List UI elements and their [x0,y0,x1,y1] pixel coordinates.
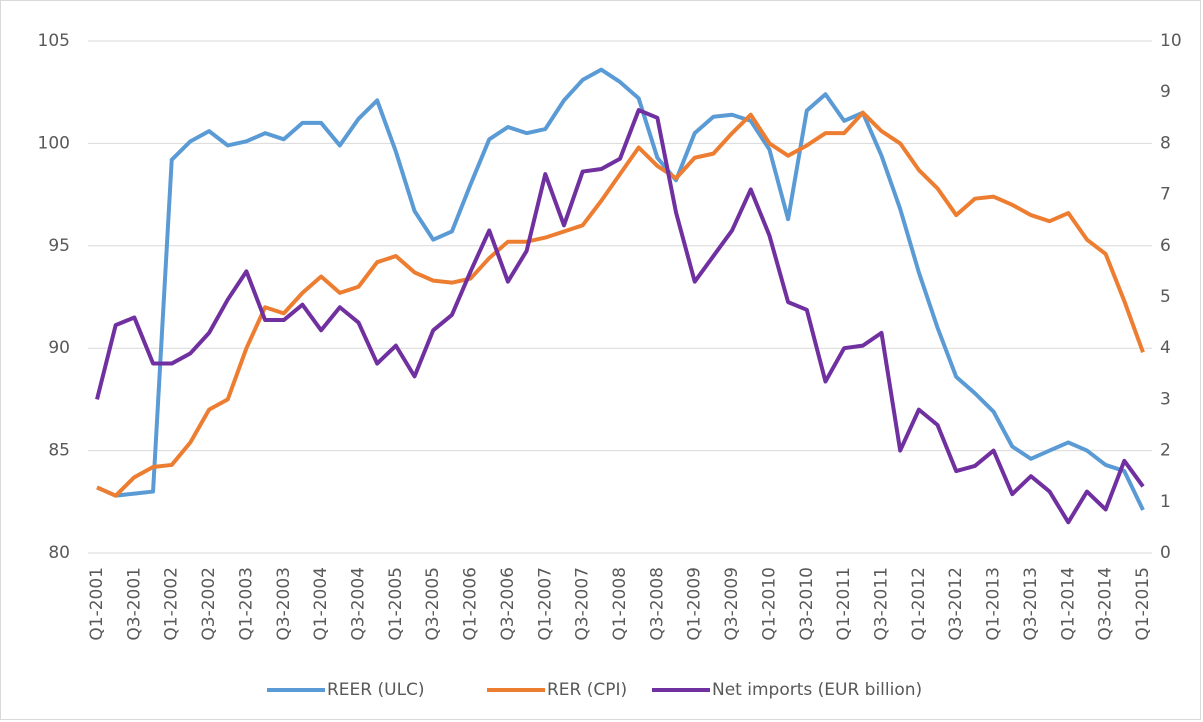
x-tick-label: Q1-2010 [759,567,779,641]
y2-tick-label: 4 [1160,338,1171,358]
legend-label: REER (ULC) [327,680,425,700]
y2-tick-label: 2 [1160,441,1171,461]
x-tick-label: Q1-2003 [236,567,256,641]
y2-tick-label: 0 [1160,543,1171,563]
series-line [96,110,1145,498]
y2-tick-label: 7 [1160,185,1171,205]
y-tick-label: 85 [48,441,70,461]
x-tick-label: Q1-2013 [984,567,1004,641]
x-tick-label: Q1-2007 [535,567,555,641]
x-tick-label: Q3-2005 [423,567,443,641]
y-tick-label: 90 [48,338,70,358]
x-tick-label: Q3-2010 [797,567,817,641]
legend-label: RER (CPI) [547,680,627,700]
x-tick-label: Q3-2008 [647,567,667,641]
x-tick-label: Q1-2015 [1133,567,1153,641]
y2-tick-label: 6 [1160,236,1171,256]
x-tick-label: Q3-2013 [1021,567,1041,641]
x-tick-label: Q1-2012 [909,567,929,641]
x-tick-label: Q1-2002 [162,567,182,641]
x-tick-label: Q3-2003 [274,567,294,641]
x-tick-label: Q1-2004 [311,567,331,641]
x-tick-label: Q3-2001 [124,567,144,641]
x-tick-label: Q1-2011 [834,567,854,641]
y2-tick-label: 9 [1160,82,1171,102]
x-tick-label: Q1-2008 [610,567,630,641]
x-tick-label: Q3-2006 [498,567,518,641]
series-line [95,108,1145,525]
y2-tick-label: 10 [1160,31,1182,51]
y2-tick-label: 1 [1160,492,1171,512]
y-tick-label: 80 [48,543,70,563]
y-tick-label: 95 [48,236,70,256]
x-tick-label: Q3-2007 [573,567,593,641]
y-tick-label: 100 [38,133,70,153]
y2-tick-label: 3 [1160,389,1171,409]
y2-tick-label: 5 [1160,287,1171,307]
x-tick-label: Q3-2004 [349,567,369,641]
x-tick-label: Q3-2011 [872,567,892,641]
x-tick-label: Q3-2012 [946,567,966,641]
x-tick-label: Q3-2002 [199,567,219,641]
x-tick-label: Q1-2014 [1058,567,1078,641]
legend-label: Net imports (EUR billion) [712,680,922,700]
x-tick-label: Q1-2006 [461,567,481,641]
y-tick-label: 105 [38,31,70,51]
x-tick-label: Q1-2001 [87,567,107,641]
y2-tick-label: 8 [1160,133,1171,153]
series-line [96,67,1145,511]
x-tick-label: Q3-2009 [722,567,742,641]
x-tick-label: Q1-2005 [386,567,406,641]
x-tick-label: Q3-2014 [1096,567,1116,641]
x-tick-label: Q1-2009 [685,567,705,641]
